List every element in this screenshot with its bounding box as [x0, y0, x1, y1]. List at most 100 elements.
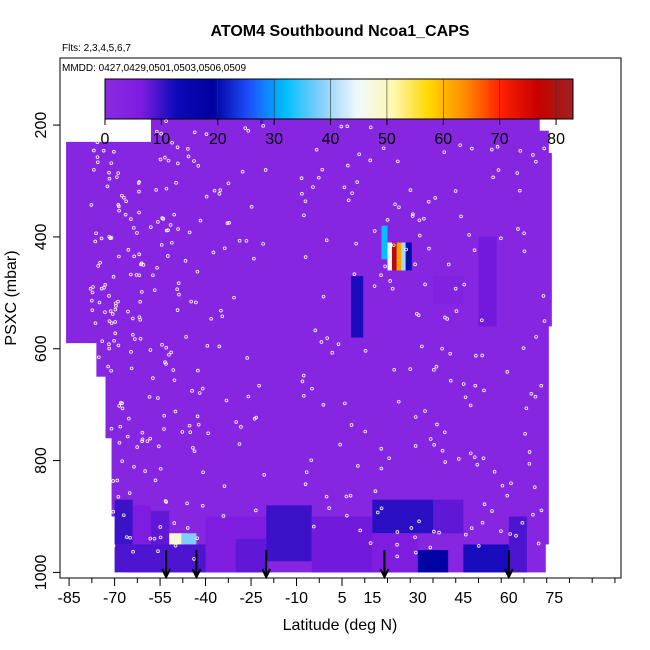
sample-point — [97, 355, 101, 360]
sample-point — [325, 336, 329, 340]
sample-point — [103, 310, 107, 314]
sample-point — [131, 226, 136, 230]
coverage-column — [545, 130, 549, 545]
profile-marker-arrow — [379, 550, 390, 580]
sample-point — [175, 145, 180, 150]
sample-point — [90, 308, 95, 312]
sample-point — [357, 152, 361, 157]
sample-point — [143, 469, 147, 473]
sample-point — [156, 396, 160, 400]
sample-point — [390, 286, 395, 291]
sample-point — [145, 439, 150, 443]
sample-point — [169, 350, 173, 355]
sample-point — [196, 368, 200, 373]
x-tick-label: -10 — [285, 590, 308, 607]
sample-point — [480, 353, 485, 358]
sample-point — [428, 437, 433, 441]
sample-point — [121, 513, 126, 518]
sample-point — [115, 478, 120, 483]
sample-point — [124, 535, 129, 539]
sample-point — [98, 479, 102, 483]
sample-point — [237, 442, 242, 446]
sample-point — [345, 513, 349, 518]
sample-point — [316, 175, 321, 180]
sample-point — [404, 247, 408, 252]
sample-point — [492, 469, 497, 474]
sample-point — [175, 308, 180, 312]
sample-point — [303, 482, 308, 487]
heatmap-patch — [508, 516, 527, 573]
sample-point — [185, 526, 190, 530]
sample-point — [225, 221, 230, 225]
sample-point — [180, 430, 185, 434]
heatmap-patch — [396, 242, 402, 271]
coverage-column — [138, 141, 152, 573]
sample-point — [120, 459, 124, 464]
coverage-column — [190, 111, 207, 573]
sample-point — [195, 536, 200, 541]
sample-point — [117, 440, 122, 445]
sample-point — [468, 403, 473, 408]
sample-point — [226, 181, 231, 186]
sample-point — [100, 458, 105, 463]
sample-point — [514, 533, 518, 538]
sample-point — [442, 150, 447, 154]
sample-point — [490, 509, 494, 513]
colorbar-tick-label: 60 — [434, 131, 452, 148]
sample-point — [396, 399, 401, 404]
sample-point — [432, 368, 436, 372]
sample-point — [166, 228, 170, 233]
sample-point — [184, 335, 188, 339]
sample-point — [254, 415, 259, 420]
sample-point — [186, 154, 191, 159]
colorbar-tick-label: 10 — [152, 131, 170, 148]
sample-point — [522, 231, 526, 236]
sample-point — [454, 309, 459, 313]
sample-point — [522, 249, 527, 254]
sample-point — [342, 185, 347, 190]
sample-point — [137, 252, 142, 257]
x-tick-label: 15 — [363, 590, 381, 607]
sample-point — [115, 175, 119, 179]
sample-point — [499, 529, 503, 533]
sample-point — [392, 368, 397, 372]
coverage-column — [520, 111, 534, 573]
sample-point — [246, 129, 251, 133]
sample-point — [221, 514, 226, 518]
heatmap-patch — [381, 225, 388, 260]
sample-point — [164, 500, 169, 504]
sample-point — [109, 161, 114, 165]
sample-point — [196, 164, 201, 168]
sample-point — [217, 191, 222, 196]
sample-point — [93, 239, 98, 244]
sample-point — [375, 510, 380, 515]
sample-point — [500, 483, 505, 488]
coverage-column — [508, 111, 522, 573]
sample-point — [350, 191, 354, 195]
arrow-head — [161, 568, 172, 580]
sample-point — [92, 167, 96, 172]
y-axis: 200 400 600 800 1000 — [33, 112, 60, 590]
sample-point — [195, 414, 200, 419]
sample-point — [516, 227, 520, 231]
sample-point — [109, 368, 113, 373]
sample-point — [185, 501, 189, 506]
sample-point — [122, 195, 126, 200]
sample-point — [531, 512, 535, 517]
sample-point — [131, 549, 135, 554]
sample-point — [301, 373, 306, 378]
sample-point — [138, 336, 143, 341]
sample-point — [89, 385, 94, 389]
sample-point — [426, 199, 431, 204]
sample-point — [354, 241, 358, 246]
sample-point — [194, 300, 198, 305]
sample-point — [358, 528, 363, 533]
sample-point — [413, 444, 418, 448]
sample-point — [92, 544, 96, 548]
sample-point — [159, 243, 164, 247]
sample-point — [99, 236, 104, 241]
sample-point — [393, 202, 397, 207]
heatmap-patch — [392, 242, 397, 271]
sample-point — [344, 494, 349, 499]
